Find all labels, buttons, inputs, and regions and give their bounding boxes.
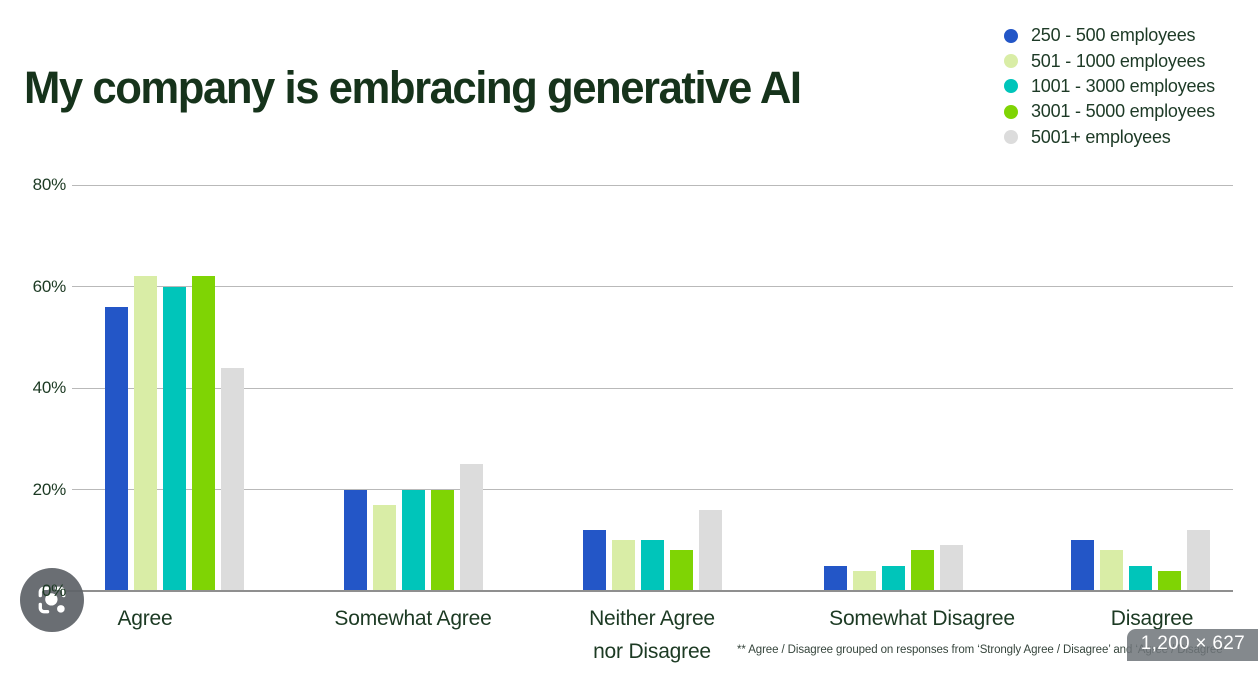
- bar: [669, 550, 693, 591]
- legend-item: 250 - 500 employees: [1004, 23, 1215, 48]
- legend-swatch-icon: [1004, 28, 1018, 43]
- y-axis-tick-label: 80%: [32, 175, 67, 194]
- bar: [1070, 540, 1094, 591]
- y-axis-tick-label: 20%: [32, 479, 67, 499]
- bar: [1128, 565, 1152, 591]
- legend-label: 1001 - 3000 employees: [1031, 75, 1215, 96]
- y-axis-tick-label: 60%: [32, 276, 67, 296]
- bar: [852, 570, 876, 591]
- gridline-60: [72, 286, 1233, 287]
- x-axis-category-label: Agree: [117, 607, 173, 630]
- bar: [640, 540, 664, 591]
- gridline-40: [72, 387, 1233, 389]
- bar: [1157, 570, 1181, 591]
- bar: [372, 504, 396, 591]
- legend-swatch-icon: [1004, 104, 1018, 119]
- bar: [104, 306, 128, 591]
- bar-group: [104, 276, 244, 591]
- bar: [910, 550, 934, 591]
- bar: [401, 489, 425, 591]
- google-lens-button[interactable]: [20, 568, 84, 632]
- legend-label: 3001 - 5000 employees: [1031, 101, 1215, 122]
- bar: [823, 565, 847, 591]
- bar: [582, 530, 606, 591]
- bar: [220, 367, 244, 591]
- legend-label: 250 - 500 employees: [1031, 25, 1196, 46]
- legend-label: 5001+ employees: [1031, 126, 1171, 147]
- bar: [459, 464, 483, 591]
- bar: [611, 540, 635, 591]
- gridline-20: [72, 489, 1233, 490]
- legend-label: 501 - 1000 employees: [1031, 50, 1206, 71]
- legend-swatch-icon: [1004, 79, 1018, 94]
- bar: [1186, 530, 1210, 591]
- bar: [1099, 550, 1123, 591]
- y-axis-tick-label: 0%: [41, 581, 66, 600]
- bar-group: [823, 545, 963, 591]
- x-axis-category-label: Somewhat Disagree: [829, 607, 1015, 630]
- legend-swatch-icon: [1004, 130, 1018, 145]
- legend-item: 5001+ employees: [1004, 125, 1215, 150]
- bar: [881, 565, 905, 591]
- chart-legend: 250 - 500 employees 501 - 1000 employees 1…: [1004, 23, 1215, 150]
- bar: [133, 276, 157, 591]
- chart-title: My company is embracing generative AI: [24, 62, 802, 114]
- x-axis-line: [58, 590, 1233, 592]
- legend-item: 501 - 1000 employees: [1004, 48, 1215, 73]
- bar: [162, 286, 186, 591]
- x-axis-category-label: Disagree: [1110, 607, 1194, 630]
- bar: [343, 489, 367, 591]
- bar-group: [343, 464, 483, 591]
- image-dimensions-badge: 1,200 × 627: [1126, 629, 1258, 661]
- bar: [698, 509, 722, 591]
- x-axis-category-label: Neither Agree nor Disagree: [589, 607, 715, 663]
- bar-group: [1070, 530, 1210, 591]
- x-axis-category-label: Somewhat Agree: [334, 607, 492, 630]
- bar-group: [582, 509, 722, 591]
- legend-item: 3001 - 5000 employees: [1004, 99, 1215, 124]
- bar: [939, 545, 963, 591]
- legend-item: 1001 - 3000 employees: [1004, 74, 1215, 99]
- bar: [430, 489, 454, 591]
- lens-camera-icon: [33, 581, 71, 619]
- legend-swatch-icon: [1004, 54, 1018, 69]
- bar: [191, 276, 215, 591]
- chart-footnote: ** Agree / Disagree grouped on responses…: [737, 644, 1225, 656]
- y-axis-tick-label: 40%: [32, 378, 67, 397]
- gridline-80: [72, 184, 1233, 186]
